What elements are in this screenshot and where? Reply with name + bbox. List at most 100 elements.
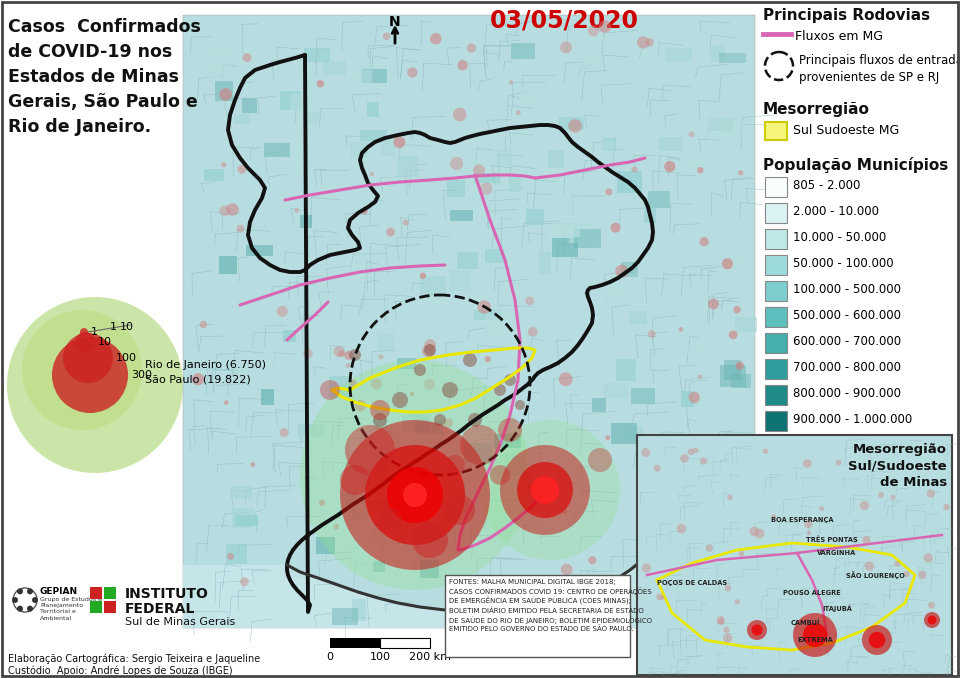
Bar [280,92,301,110]
Circle shape [688,392,700,403]
Circle shape [319,500,325,506]
Circle shape [734,599,740,605]
Bar [606,283,630,301]
Circle shape [891,495,896,500]
Bar [294,479,317,491]
Circle shape [793,613,837,657]
Bar [367,102,379,117]
Bar [377,333,395,353]
Text: N: N [389,15,401,29]
Bar [765,463,787,483]
Bar [232,508,253,527]
Circle shape [320,380,340,400]
Circle shape [803,623,828,647]
Bar [242,98,257,113]
Text: TRÊS PONTAS: TRÊS PONTAS [806,537,858,543]
Bar [665,48,691,62]
Text: 10: 10 [98,337,112,347]
Bar [231,486,252,499]
Bar [495,311,521,322]
Bar [226,544,247,564]
Text: 500.000 - 600.000: 500.000 - 600.000 [793,309,901,322]
Text: EXTREMA: EXTREMA [797,637,833,643]
Bar [464,443,492,464]
Circle shape [749,527,758,536]
Circle shape [27,605,33,612]
Bar [696,606,722,624]
Circle shape [944,504,950,511]
Circle shape [568,119,582,133]
Bar [420,559,439,578]
Circle shape [494,384,506,396]
Circle shape [835,460,842,466]
Circle shape [386,228,395,237]
Circle shape [928,601,935,609]
Text: 900.000 - 1.000.000: 900.000 - 1.000.000 [793,413,912,426]
Circle shape [660,595,664,600]
Bar [526,209,544,225]
Bar [724,360,741,380]
Bar [636,367,648,380]
Circle shape [722,258,733,269]
Bar [734,250,750,268]
Bar [765,203,787,223]
Circle shape [354,400,366,412]
Circle shape [755,529,764,538]
Circle shape [317,80,324,87]
Bar [677,493,689,505]
Bar [262,346,284,362]
Text: 100: 100 [370,652,391,662]
Bar [90,601,102,613]
Bar [372,561,385,572]
Bar [765,411,787,431]
Bar [512,43,535,59]
Text: Elaboração Cartográfica: Sergio Teixeira e Jaqueline: Elaboração Cartográfica: Sergio Teixeira… [8,654,260,664]
Text: 03/05/2020: 03/05/2020 [490,8,639,32]
Bar [601,140,613,151]
Circle shape [192,373,204,385]
Circle shape [706,544,713,552]
Bar [362,68,388,83]
Circle shape [688,132,694,138]
Circle shape [228,553,234,560]
Bar [247,245,273,256]
Circle shape [687,449,694,455]
Circle shape [611,223,620,233]
Bar [684,557,709,576]
Circle shape [895,561,900,567]
Bar [611,423,637,443]
Text: Mesorregião
Sul/Sudoeste
de Minas: Mesorregião Sul/Sudoeste de Minas [849,443,947,489]
Circle shape [80,328,88,336]
Bar [632,388,656,404]
Circle shape [525,296,535,305]
Circle shape [349,380,357,387]
Circle shape [334,524,339,530]
Circle shape [453,108,467,121]
Circle shape [370,172,373,176]
Text: 200 km: 200 km [409,652,451,662]
Circle shape [926,490,935,498]
Bar [299,424,324,437]
Circle shape [747,620,767,640]
Circle shape [424,344,436,356]
Bar [695,605,710,617]
Bar [472,197,491,212]
Bar [574,229,601,248]
Text: 100.000 - 500.000: 100.000 - 500.000 [793,283,901,296]
Circle shape [370,400,390,420]
Circle shape [762,448,768,454]
Bar [547,150,564,168]
Bar [539,252,551,274]
Circle shape [516,111,520,115]
Text: Principais fluxos de entrada
provenientes de SP e RJ: Principais fluxos de entrada proveniente… [799,54,960,84]
Circle shape [517,462,573,518]
Circle shape [12,597,18,603]
Bar [284,565,306,578]
Bar [233,114,250,124]
Circle shape [373,413,387,427]
Text: Gerais, São Paulo e: Gerais, São Paulo e [8,93,198,111]
Circle shape [424,339,436,351]
Circle shape [17,589,23,595]
Bar [616,359,636,381]
Circle shape [224,400,228,405]
